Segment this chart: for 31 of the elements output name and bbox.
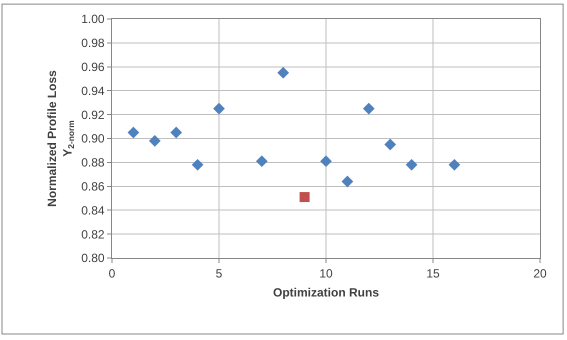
- y-tick-label: 0.96: [81, 60, 105, 74]
- x-tick-label: 0: [108, 266, 116, 280]
- y-tick-label: 0.98: [81, 36, 105, 50]
- point: [256, 155, 268, 168]
- point: [300, 192, 310, 202]
- point: [406, 158, 418, 171]
- y-tick-label: 1.00: [81, 12, 105, 26]
- point: [342, 176, 354, 188]
- point: [128, 126, 140, 138]
- point: [192, 158, 204, 171]
- x-tick-label: 20: [533, 266, 547, 280]
- y-tick-label: 0.90: [81, 132, 105, 146]
- x-axis-title: Optimization Runs: [273, 285, 380, 300]
- point: [148, 135, 161, 147]
- y-tick-label: 0.80: [81, 251, 105, 266]
- x-tick-label: 15: [426, 266, 440, 280]
- x-tick-label: 5: [216, 266, 223, 280]
- point: [448, 158, 460, 171]
- point: [213, 102, 225, 114]
- y-tick-label: 0.82: [81, 227, 105, 242]
- y-tick-label: 0.84: [81, 203, 105, 218]
- point: [277, 66, 290, 79]
- y-tick-label: 0.92: [81, 108, 105, 122]
- point: [170, 126, 182, 138]
- y-tick-label: 0.88: [81, 156, 105, 170]
- point: [320, 155, 332, 168]
- point: [362, 102, 375, 114]
- point: [384, 138, 396, 150]
- y-tick-label: 0.86: [81, 180, 105, 194]
- x-tick-label: 10: [319, 266, 333, 280]
- y-tick-label: 0.94: [81, 84, 105, 98]
